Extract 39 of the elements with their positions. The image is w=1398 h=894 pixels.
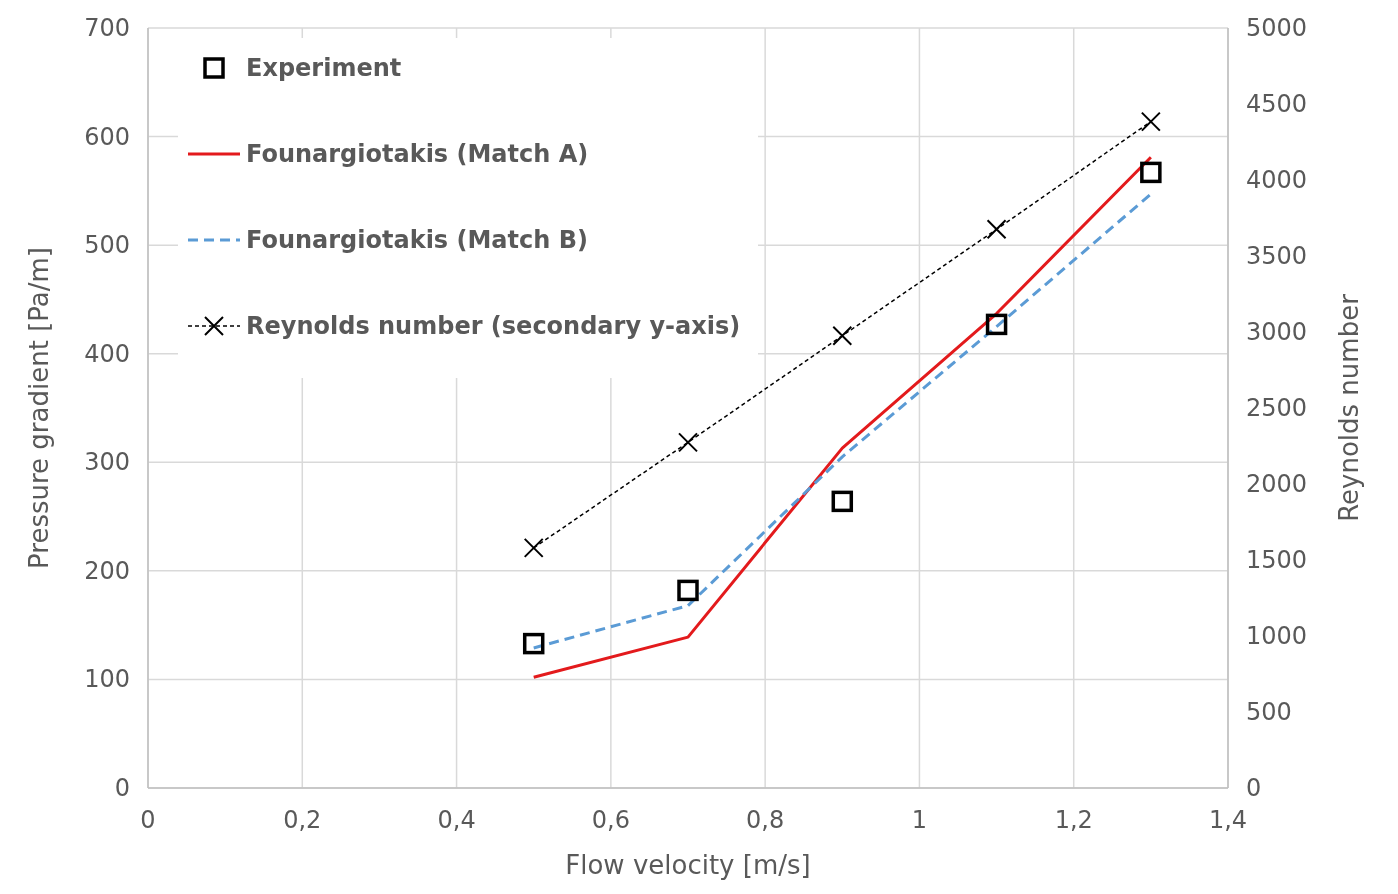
- legend-label: Reynolds number (secondary y-axis): [246, 312, 741, 340]
- point: [522, 632, 545, 655]
- y2-tick-label: 4500: [1246, 90, 1308, 118]
- x-tick-label: 0,6: [591, 806, 630, 834]
- point: [831, 490, 854, 513]
- y-tick-label: 600: [84, 122, 130, 151]
- y2-tick-label: 3500: [1246, 242, 1308, 270]
- y-tick-label: 500: [84, 231, 130, 260]
- y2-tick-label: 3000: [1246, 318, 1308, 346]
- y-axis-title: Pressure gradient [Pa/m]: [24, 247, 54, 569]
- x-tick-label: 0,8: [746, 806, 785, 834]
- point: [677, 579, 699, 602]
- y2-tick-label: 1500: [1246, 546, 1308, 574]
- x-tick-label: 0,4: [437, 806, 476, 834]
- y-tick-label: 0: [114, 774, 130, 802]
- x-axis-title: Flow velocity [m/s]: [565, 850, 811, 880]
- legend-label: Founargiotakis (Match B): [246, 226, 588, 254]
- x-tick-label: 1,2: [1054, 806, 1093, 834]
- x-tick-label: 1,4: [1208, 806, 1248, 834]
- y-tick-label: 100: [84, 665, 130, 694]
- y2-tick-label: 0: [1246, 774, 1262, 802]
- x-tick-label: 1: [911, 806, 928, 834]
- y2-tick-label: 2000: [1246, 470, 1308, 498]
- point: [985, 313, 1008, 336]
- y2-tick-label: 500: [1246, 698, 1292, 726]
- y-tick-label: 200: [84, 556, 130, 585]
- y-tick-label: 400: [84, 339, 130, 368]
- y2-tick-label: 2500: [1246, 394, 1308, 422]
- y2-tick-label: 5000: [1246, 14, 1308, 42]
- y2-tick-label: 1000: [1246, 622, 1308, 650]
- legend-label: Founargiotakis (Match A): [246, 140, 589, 168]
- legend-label: Experiment: [246, 54, 402, 82]
- y2-tick-label: 4000: [1246, 166, 1308, 194]
- y-tick-label: 700: [84, 14, 130, 42]
- point: [1140, 161, 1162, 184]
- y-tick-label: 300: [84, 448, 130, 477]
- x-tick-label: 0: [140, 806, 156, 834]
- y2-axis-title: Reynolds number: [1334, 293, 1364, 522]
- x-tick-label: 0,2: [283, 806, 322, 834]
